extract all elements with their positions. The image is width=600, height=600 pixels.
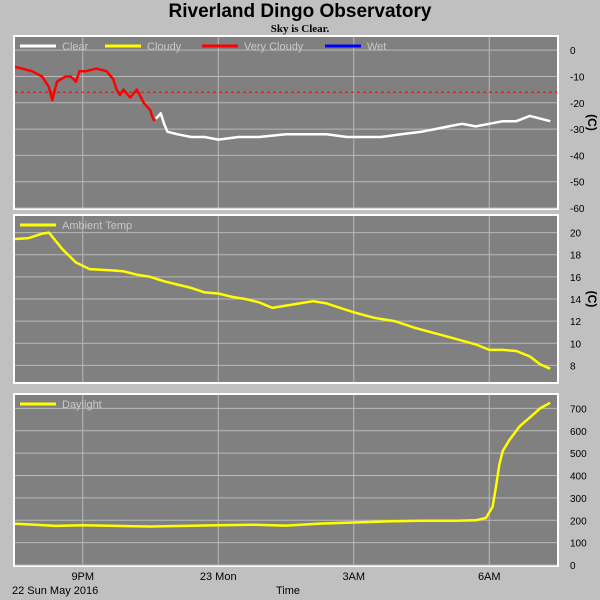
series-line-ambient-temp (15, 231, 551, 370)
y-tick-label: 20 (570, 229, 582, 240)
legend-label: Wet (367, 41, 386, 53)
y-tick-label: 12 (570, 317, 582, 328)
chart-title: Riverland Dingo Observatory (168, 1, 432, 22)
plot-area (15, 395, 557, 565)
y-tick-label: -40 (570, 151, 585, 162)
y-tick-label: 18 (570, 251, 582, 262)
y-tick-label: 0 (570, 46, 576, 57)
panel-1: 20 18 16 14 12 10 8 (C) Ambient Temp (13, 214, 599, 384)
plot-area (15, 37, 557, 208)
y-tick-label: -60 (570, 204, 585, 215)
x-tick-label: 3AM (342, 571, 365, 583)
y-tick-label: 300 (570, 494, 587, 505)
x-tick-label: 6AM (478, 571, 501, 583)
y-tick-label: 400 (570, 472, 587, 483)
panel-2: 700 600 500 400 300 200 100 0 Daylight (13, 393, 587, 572)
y-axis-unit: (C) (585, 291, 599, 308)
x-tick-label: 9PM (71, 571, 94, 583)
y-tick-label: -10 (570, 72, 585, 83)
y-tick-label: 8 (570, 361, 576, 372)
legend-label: Ambient Temp (62, 220, 132, 232)
legend-label: Cloudy (147, 41, 182, 53)
y-tick-label: 600 (570, 427, 587, 438)
y-tick-label: 10 (570, 339, 582, 350)
panel-0: 0 -10 -20 -30 -40 -50 -60 (C) Clear Cloudy Very Cl… (13, 35, 599, 215)
y-tick-label: 200 (570, 516, 587, 527)
y-tick-label: 700 (570, 404, 587, 415)
legend-label: Clear (62, 41, 89, 53)
legend-label: Daylight (62, 399, 102, 411)
x-tick-label: 23 Mon (200, 571, 237, 583)
series-line-daylight (15, 401, 551, 528)
y-tick-label: 500 (570, 449, 587, 460)
y-tick-label: 100 (570, 539, 587, 550)
date-label: 22 Sun May 2016 (12, 585, 98, 597)
series-line-very-cloudy (15, 65, 156, 122)
chart-subtitle: Sky is Clear. (270, 23, 330, 35)
y-tick-label: 0 (570, 561, 576, 572)
y-tick-label: 14 (570, 295, 582, 306)
y-tick-label: -30 (570, 125, 585, 136)
y-axis-unit: (C) (585, 114, 599, 131)
y-tick-label: -50 (570, 178, 585, 189)
y-tick-label: 16 (570, 273, 582, 284)
y-tick-label: -20 (570, 99, 585, 110)
legend-label: Very Cloudy (244, 41, 304, 53)
series-line-clear (154, 112, 551, 141)
x-axis-label: Time (276, 585, 300, 597)
